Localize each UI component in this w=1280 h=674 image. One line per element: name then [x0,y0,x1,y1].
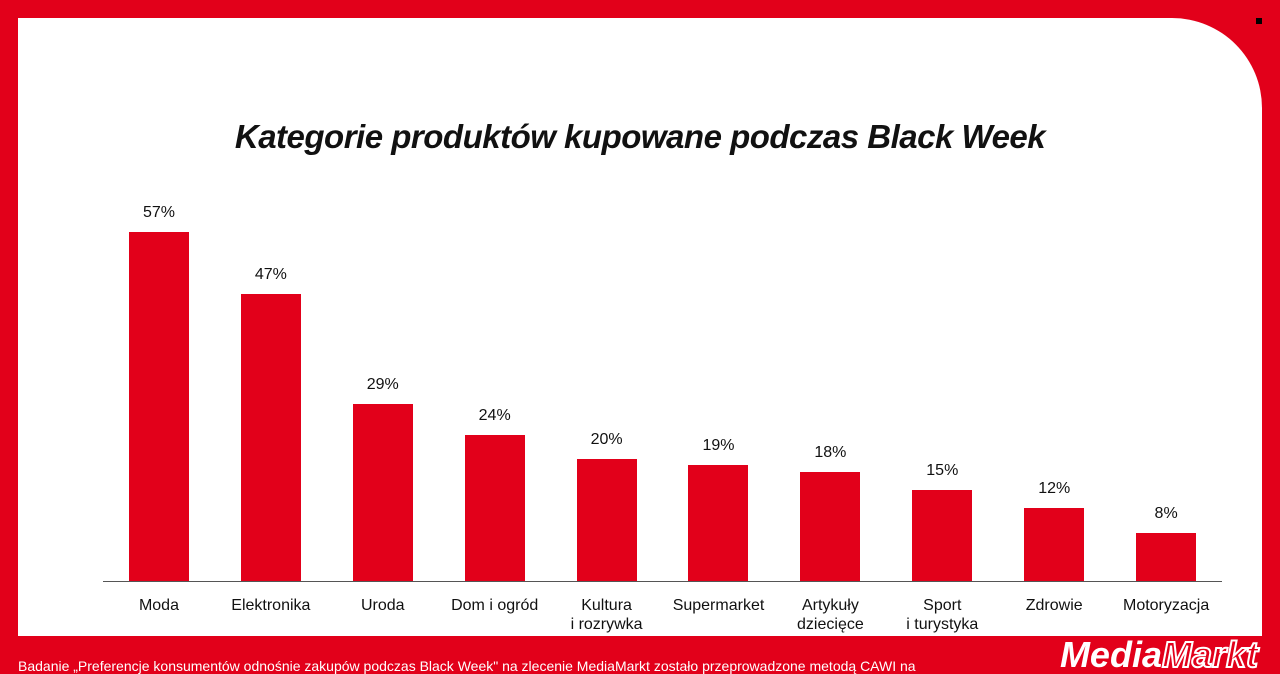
x-axis-labels: ModaElektronikaUrodaDom i ogródKultura i… [103,596,1222,634]
bar-value-label: 29% [327,376,439,394]
category-label: Dom i ogród [439,596,551,634]
bar [241,294,301,582]
bar-value-label: 12% [998,480,1110,498]
bar-slot: 18% [774,472,886,582]
bar [465,435,525,582]
bar-slot: 12% [998,508,1110,582]
x-axis-line [103,581,1222,582]
chart-panel: Kategorie produktów kupowane podczas Bla… [18,18,1262,636]
bar [800,472,860,582]
bar [912,490,972,582]
category-label: Motoryzacja [1110,596,1222,634]
bar-slot: 57% [103,232,215,582]
bar-value-label: 19% [663,437,775,455]
bar-chart: 57%47%29%24%20%19%18%15%12%8% [103,214,1222,582]
bar [353,404,413,582]
bar-value-label: 15% [886,462,998,480]
bar [577,459,637,582]
bar-chart-bars: 57%47%29%24%20%19%18%15%12%8% [103,214,1222,582]
chart-title: Kategorie produktów kupowane podczas Bla… [18,118,1262,156]
page-root: Kategorie produktów kupowane podczas Bla… [0,0,1280,674]
category-label: Kultura i rozrywka [551,596,663,634]
bar [1024,508,1084,582]
bar-slot: 20% [551,459,663,582]
bar-value-label: 57% [103,204,215,222]
bar [688,465,748,582]
bar [1136,533,1196,582]
bar-slot: 15% [886,490,998,582]
logo-part-1: Media [1060,634,1162,674]
bar-slot: 19% [663,465,775,582]
category-label: Sport i turystyka [886,596,998,634]
category-label: Supermarket [663,596,775,634]
bar-value-label: 8% [1110,505,1222,523]
bar-value-label: 24% [439,407,551,425]
bar-value-label: 47% [215,266,327,284]
bar-slot: 24% [439,435,551,582]
bar-value-label: 18% [774,444,886,462]
mediamarkt-logo: MediaMarkt [1060,634,1258,674]
category-label: Zdrowie [998,596,1110,634]
logo-part-2: Markt [1162,634,1258,674]
category-label: Moda [103,596,215,634]
bar-slot: 29% [327,404,439,582]
category-label: Artykuły dziecięce [774,596,886,634]
category-label: Uroda [327,596,439,634]
bar-slot: 47% [215,294,327,582]
panel-corner-cut [1256,18,1262,24]
bar-value-label: 20% [551,431,663,449]
bar-slot: 8% [1110,533,1222,582]
footer-note: Badanie „Preferencje konsumentów odnośni… [18,658,1020,674]
bar [129,232,189,582]
category-label: Elektronika [215,596,327,634]
